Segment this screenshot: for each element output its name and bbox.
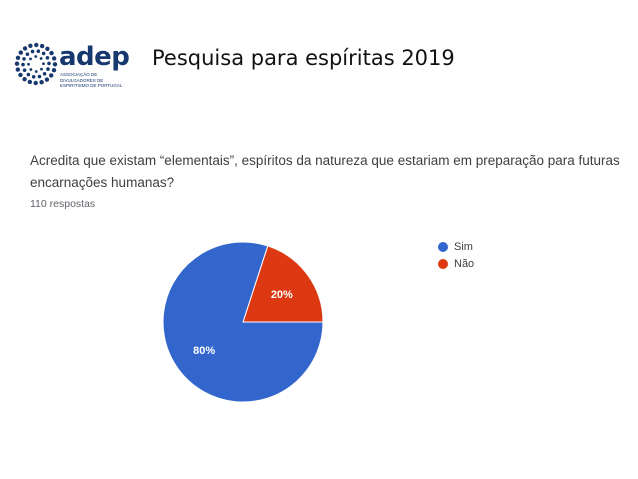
logo-dot <box>29 68 33 71</box>
logo-dot <box>46 67 50 71</box>
logo-dot <box>15 55 21 61</box>
logo-dot <box>31 74 36 79</box>
pie-slice-não <box>242 245 324 323</box>
logo-dot <box>47 61 51 66</box>
adep-logo: adep Associação de Divulgadores de Espir… <box>14 42 130 88</box>
logo-dot <box>26 72 31 77</box>
logo-dot <box>51 56 57 61</box>
legend-swatch <box>438 258 448 269</box>
logo-dot <box>36 49 41 54</box>
logo-dot <box>39 43 45 49</box>
logo-dot <box>25 52 30 57</box>
legend-item-não: Não <box>438 255 474 272</box>
logo-subtitle: Associação de Divulgadores de Espiritism… <box>60 72 123 88</box>
logo-dot <box>27 62 30 66</box>
logo-dot <box>42 62 45 66</box>
legend-swatch <box>438 241 448 252</box>
pie-slice-sim <box>162 241 324 403</box>
logo-dots-icon <box>14 42 58 86</box>
logo-dot <box>40 67 43 71</box>
logo-dot <box>39 79 44 85</box>
chart-legend: Sim Não <box>438 238 474 272</box>
logo-dot <box>28 43 33 49</box>
legend-label: Não <box>454 257 475 270</box>
logo-dot <box>22 77 27 82</box>
logo-dot <box>18 50 23 55</box>
logo-dot <box>37 74 42 79</box>
response-count: 110 respostas <box>30 198 96 210</box>
legend-item-sim: Sim <box>438 238 474 255</box>
logo-dot <box>21 62 25 67</box>
logo-dot <box>22 68 27 72</box>
logo-dot <box>14 61 20 66</box>
logo-dot <box>27 79 33 85</box>
logo-dot <box>49 50 54 56</box>
logo-dot <box>49 73 54 78</box>
page-title: Pesquisa para espíritas 2019 <box>152 46 455 70</box>
logo-dot <box>41 51 46 56</box>
logo-dot <box>42 71 47 76</box>
logo-dot <box>33 80 38 86</box>
logo-dot <box>15 67 21 72</box>
logo-wordmark: adep <box>59 42 130 72</box>
logo-dot <box>18 72 23 78</box>
logo-dot <box>52 62 58 67</box>
logo-dot <box>22 57 26 61</box>
legend-label: Sim <box>454 240 473 253</box>
question-text: Acredita que existam “elementais”, espír… <box>30 153 620 190</box>
logo-dot <box>30 49 35 54</box>
logo-dot <box>22 46 28 51</box>
logo-dot <box>29 57 32 61</box>
logo-dot <box>51 67 57 73</box>
logo-dot <box>34 55 38 58</box>
data-label-sim: 80% <box>193 345 215 357</box>
logo-dot <box>45 56 50 60</box>
logo-dot <box>44 77 50 82</box>
logo-dot <box>39 57 43 60</box>
logo-dot <box>34 42 39 48</box>
logo-dot <box>45 46 50 51</box>
data-label-não: 20% <box>271 289 293 301</box>
logo-dot <box>34 70 38 73</box>
